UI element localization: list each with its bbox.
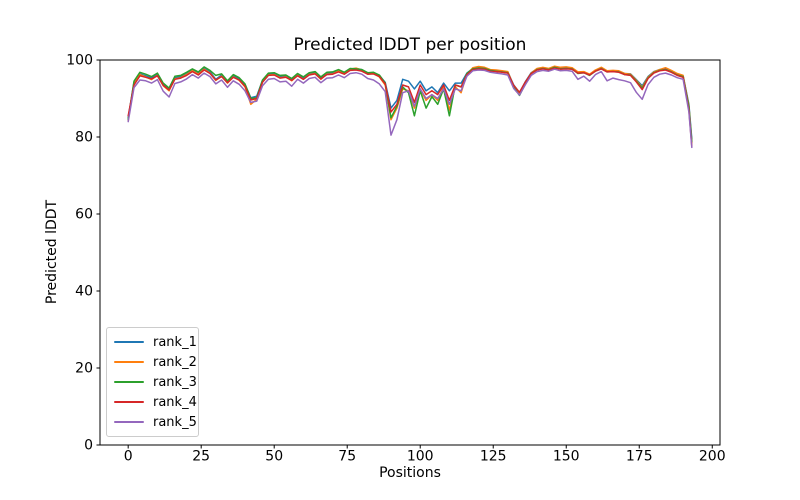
x-axis-label: Positions — [379, 465, 441, 481]
legend-line-sample — [114, 381, 144, 383]
legend-label: rank_4 — [153, 394, 197, 410]
legend-line-sample — [114, 421, 144, 423]
x-tick-label: 75 — [338, 449, 356, 465]
x-tick-label: 125 — [480, 449, 507, 465]
x-tick-label: 175 — [626, 449, 653, 465]
legend-item: rank_5 — [107, 416, 198, 429]
x-tick-label: 150 — [553, 449, 580, 465]
legend-item: rank_3 — [107, 376, 198, 389]
legend-label: rank_1 — [153, 334, 197, 350]
legend: rank_1 rank_2 rank_3 rank_4 rank_5 — [106, 327, 199, 437]
series-line-rank_4 — [127, 67, 693, 147]
x-tick-label: 50 — [265, 449, 283, 465]
legend-item: rank_2 — [107, 356, 198, 369]
y-tick-label: 80 — [75, 130, 93, 146]
x-tick-label: 200 — [699, 449, 726, 465]
legend-line-sample — [114, 341, 144, 343]
x-tick-label: 100 — [407, 449, 434, 465]
chart-title: Predicted lDDT per position — [293, 35, 527, 55]
series-line-rank_3 — [127, 66, 693, 143]
x-tick-label: 25 — [192, 449, 210, 465]
series-line-rank_5 — [127, 68, 693, 149]
y-tick-label: 20 — [75, 361, 93, 377]
legend-line-sample — [114, 361, 144, 363]
legend-item: rank_4 — [107, 396, 198, 409]
legend-label: rank_5 — [153, 414, 197, 430]
legend-label: rank_2 — [153, 354, 197, 370]
axes-spines — [99, 59, 721, 446]
legend-item: rank_1 — [107, 336, 198, 349]
y-tick-label: 40 — [75, 284, 93, 300]
y-tick-label: 0 — [84, 438, 93, 454]
y-axis-label: Predicted lDDT — [44, 199, 60, 305]
y-tick-label: 60 — [75, 207, 93, 223]
legend-line-sample — [114, 401, 144, 403]
y-tick-label: 100 — [66, 53, 93, 69]
x-tick-label: 0 — [124, 449, 133, 465]
legend-label: rank_3 — [153, 374, 197, 390]
